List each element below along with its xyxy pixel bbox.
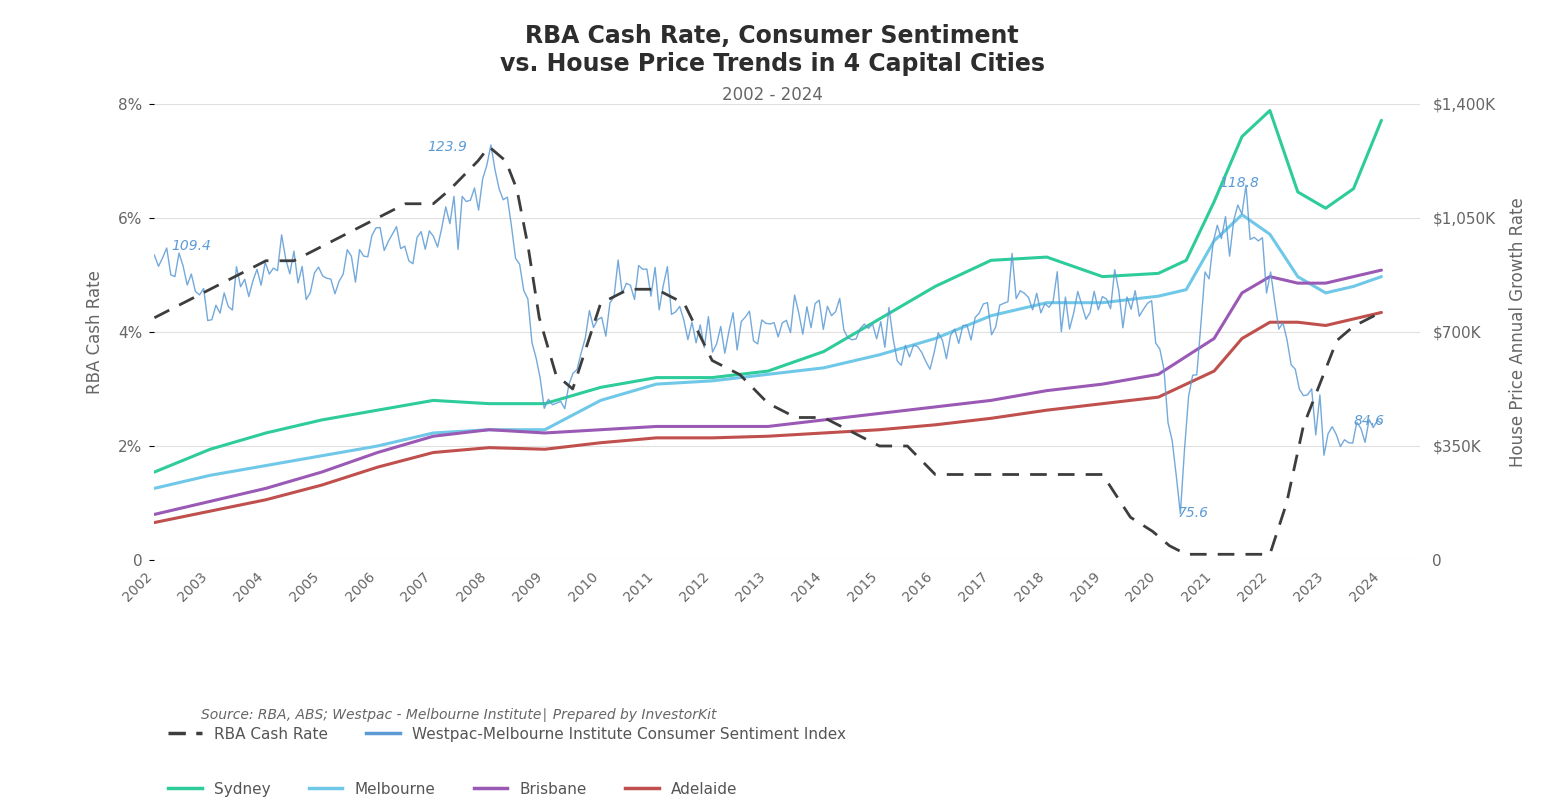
Text: Source: RBA, ABS; Westpac - Melbourne Institute∣ Prepared by InvestorKit: Source: RBA, ABS; Westpac - Melbourne In… <box>201 708 716 722</box>
Y-axis label: House Price Annual Growth Rate: House Price Annual Growth Rate <box>1510 197 1527 467</box>
Text: RBA Cash Rate, Consumer Sentiment: RBA Cash Rate, Consumer Sentiment <box>525 24 1019 48</box>
Text: 123.9: 123.9 <box>426 140 466 154</box>
Text: 2002 - 2024: 2002 - 2024 <box>721 86 823 104</box>
Text: 84.6: 84.6 <box>1354 414 1385 428</box>
Text: 75.6: 75.6 <box>1178 506 1209 520</box>
Text: 118.8: 118.8 <box>1220 176 1260 190</box>
Y-axis label: RBA Cash Rate: RBA Cash Rate <box>86 270 105 394</box>
Text: 109.4: 109.4 <box>171 239 212 254</box>
Text: vs. House Price Trends in 4 Capital Cities: vs. House Price Trends in 4 Capital Citi… <box>500 52 1044 76</box>
Legend: Sydney, Melbourne, Brisbane, Adelaide: Sydney, Melbourne, Brisbane, Adelaide <box>162 775 744 800</box>
